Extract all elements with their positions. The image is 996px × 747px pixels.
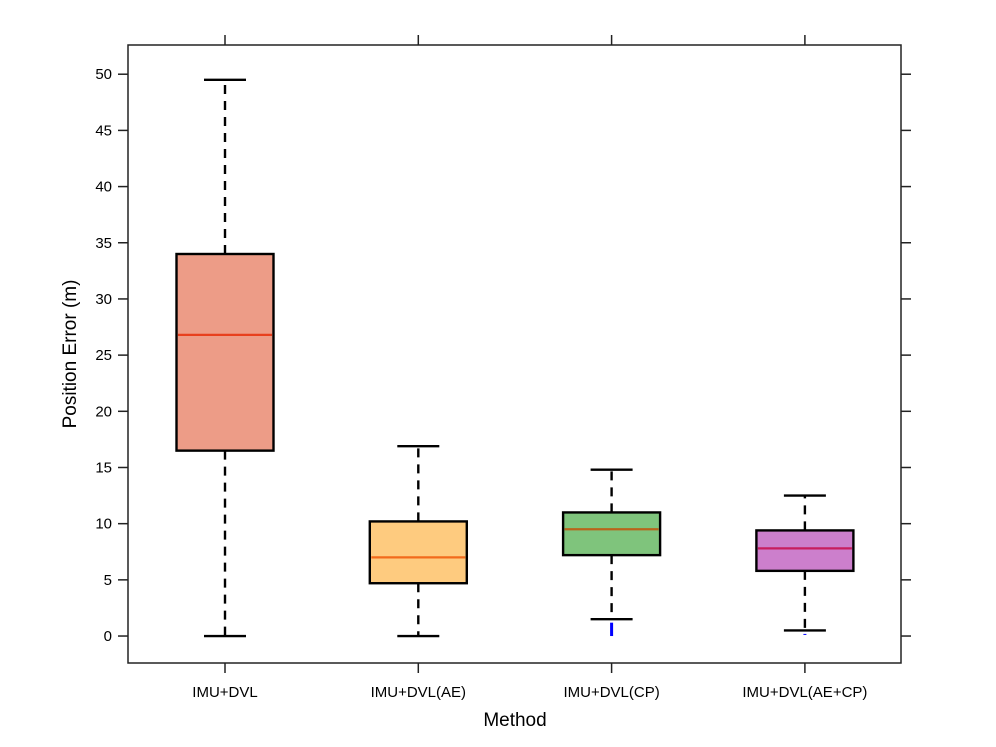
iqr-box (561, 511, 662, 557)
y-tick-label: 35 (95, 235, 112, 252)
x-tick-label: IMU+DVL(CP) (563, 684, 659, 701)
box-group (368, 444, 468, 638)
y-axis-title: Position Error (m) (60, 280, 81, 429)
iqr-box (175, 252, 275, 452)
plot-frame (127, 44, 902, 664)
x-tick-label: IMU+DVL(AE+CP) (742, 684, 867, 701)
box-group (561, 468, 662, 637)
y-tick-label: 20 (95, 403, 112, 420)
y-tick-label: 40 (95, 179, 112, 196)
box-group (175, 78, 275, 638)
axis-ticks: 0 5 10 15 20 25 30 35 40 45 50 IMU+DVL IMU+DVL(AE) IM… (95, 35, 911, 701)
y-tick-label: 50 (95, 66, 112, 83)
x-tick-label: IMU+DVL (192, 684, 257, 701)
y-tick-label: 25 (95, 347, 112, 364)
iqr-box (755, 529, 855, 573)
box-series (175, 78, 855, 638)
y-tick-label: 5 (104, 572, 112, 589)
y-tick-label: 45 (95, 122, 112, 139)
y-tick-label: 10 (95, 516, 112, 533)
y-tick-label: 30 (95, 291, 112, 308)
y-tick-label: 15 (95, 459, 112, 476)
x-tick-label: IMU+DVL(AE) (371, 684, 466, 701)
x-axis-title: Method (483, 710, 546, 731)
y-tick-label: 0 (104, 628, 112, 645)
iqr-box (368, 520, 468, 585)
box-group (755, 494, 855, 635)
